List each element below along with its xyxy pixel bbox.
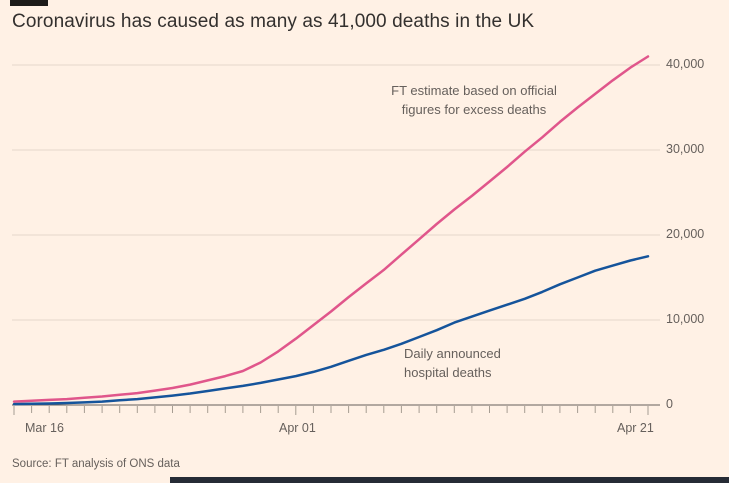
footer-divider-bar <box>170 477 729 483</box>
chart-title: Coronavirus has caused as many as 41,000… <box>12 11 535 32</box>
x-axis-label-apr01: Apr 01 <box>279 421 316 435</box>
x-axis-label-apr21: Apr 21 <box>617 421 654 435</box>
annotation-excess-deaths: FT estimate based on official figures fo… <box>391 83 557 117</box>
y-axis-label-30000: 30,000 <box>666 142 705 156</box>
x-axis-label-mar16: Mar 16 <box>25 421 64 435</box>
annotation-hospital-deaths: Daily announced hospital deaths <box>404 346 501 380</box>
y-axis-label-0: 0 <box>666 397 673 411</box>
y-axis-label-20000: 20,000 <box>666 227 705 241</box>
source-note: Source: FT analysis of ONS data <box>12 458 180 470</box>
top-marker-bar <box>10 0 48 6</box>
y-axis-label-40000: 40,000 <box>666 57 705 71</box>
y-axis-label-10000: 10,000 <box>666 312 705 326</box>
